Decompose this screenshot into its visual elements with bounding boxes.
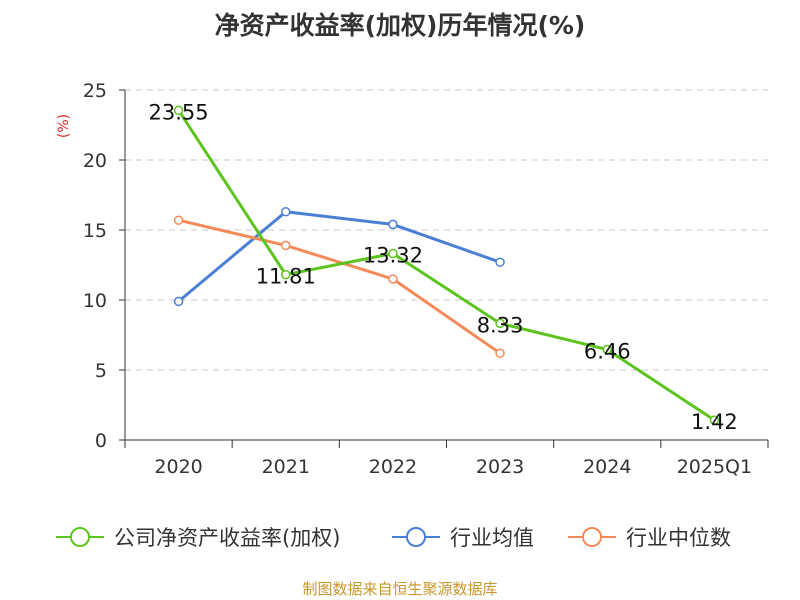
data-point-series-0 <box>602 344 612 355</box>
data-point-series-0 <box>281 269 291 280</box>
data-label-2023: 8.33 <box>477 313 524 337</box>
data-point-series-2 <box>281 240 291 251</box>
legend-marker-1 <box>406 527 426 547</box>
legend-marker-2 <box>582 527 602 547</box>
data-point-series-1 <box>388 219 398 230</box>
legend-label-1: 行业均值 <box>450 526 534 550</box>
x-tick-label-2024: 2024 <box>583 456 631 478</box>
data-point-series-0 <box>388 248 398 259</box>
series-line-1 <box>177 210 501 303</box>
data-label-2022: 13.32 <box>363 244 423 268</box>
x-tick-label-2025Q1: 2025Q1 <box>677 456 752 478</box>
y-tick-label: 15 <box>83 220 107 242</box>
data-label-2021: 11.81 <box>256 265 316 289</box>
y-tick-label: 10 <box>83 290 107 312</box>
y-tick-label: 5 <box>95 360 107 382</box>
data-point-series-2 <box>173 215 184 225</box>
data-point-series-0 <box>709 415 720 425</box>
x-tick-label-2022: 2022 <box>369 456 417 478</box>
y-tick-label: 20 <box>83 150 107 172</box>
data-point-series-1 <box>173 296 184 307</box>
series-line-2 <box>178 218 501 355</box>
data-label-2025Q1: 1.42 <box>691 410 738 434</box>
legend-label-0: 公司净资产收益率(加权) <box>114 526 340 550</box>
y-tick-label: 0 <box>95 430 107 452</box>
data-source-note: 制图数据来自恒生聚源数据库 <box>302 580 498 598</box>
data-label-2024: 6.46 <box>584 340 631 364</box>
data-point-series-2 <box>388 274 398 284</box>
data-point-series-2 <box>495 348 505 358</box>
series-line-0 <box>177 109 716 422</box>
data-label-2020: 23.55 <box>149 100 209 124</box>
data-point-series-0 <box>173 105 184 116</box>
legend-label-2: 行业中位数 <box>626 526 731 550</box>
x-tick-label-2020: 2020 <box>154 456 202 478</box>
data-point-series-1 <box>495 257 505 267</box>
data-point-series-0 <box>495 318 505 329</box>
chart-title: 净资产收益率(加权)历年情况(%) <box>214 11 586 40</box>
y-axis-unit-label: (%) <box>56 114 72 138</box>
x-tick-label-2021: 2021 <box>262 456 310 478</box>
y-tick-label: 25 <box>83 80 107 102</box>
legend-marker-0 <box>70 527 90 547</box>
x-tick-label-2023: 2023 <box>476 456 524 478</box>
data-point-series-1 <box>281 207 291 217</box>
